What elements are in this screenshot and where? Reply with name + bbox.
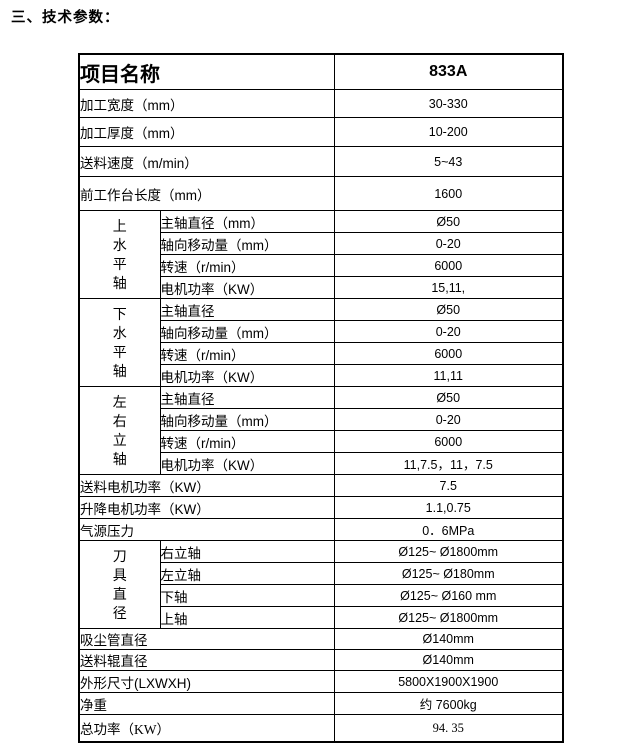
spec-value-cell: 5800X1900X1900 <box>333 670 564 693</box>
spec-label-cell: 轴向移动量（mm） <box>159 408 335 431</box>
section-name: 下水平轴 <box>112 305 127 379</box>
spec-label-cell: 轴向移动量（mm） <box>159 320 335 343</box>
table-row: 刀具直径 右立轴 Ø125~ Ø1800mm <box>78 540 564 629</box>
section-name: 刀具直径 <box>112 547 127 621</box>
header-model-cell: 833A <box>333 53 564 90</box>
spec-label-cell: 送料辊直径 <box>78 649 335 671</box>
spec-table: 项目名称 833A 加工宽度（mm） 30-330 加工厚度（mm） 10-20… <box>78 53 564 743</box>
spec-value-cell: 0-20 <box>333 232 564 255</box>
spec-label-cell: 转速（r/min） <box>159 254 335 277</box>
spec-label-cell: 轴向移动量（mm） <box>159 232 335 255</box>
spec-value-cell: 1600 <box>333 176 564 211</box>
spec-value-cell: Ø125~ Ø160 mm <box>333 584 564 607</box>
spec-label-cell: 送料电机功率（KW） <box>78 474 335 497</box>
spec-value-cell: 6000 <box>333 430 564 453</box>
table-row: 转速（r/min） 6000 <box>79 430 564 453</box>
section-lower-horizontal-spindle-cell: 下水平轴 <box>78 298 161 387</box>
spec-label-cell: 总功率（KW） <box>78 714 335 743</box>
spec-value-cell: 6000 <box>333 342 564 365</box>
spec-value-cell: 0-20 <box>333 320 564 343</box>
table-row: 送料辊直径 Ø140mm <box>78 649 564 671</box>
section-name: 上水平轴 <box>112 217 127 291</box>
table-header-row: 项目名称 833A <box>78 53 564 90</box>
table-row: 送料电机功率（KW） 7.5 <box>78 474 564 497</box>
table-row: 气源压力 0．6MPa <box>78 518 564 541</box>
spec-value-cell: 7.5 <box>333 474 564 497</box>
spec-value-cell: Ø50 <box>333 210 564 233</box>
table-row: 升降电机功率（KW） 1.1,0.75 <box>78 496 564 519</box>
spec-label-cell: 下轴 <box>159 584 335 607</box>
spec-label-cell: 转速（r/min） <box>159 342 335 365</box>
section-name: 左右立轴 <box>112 393 127 467</box>
table-row: 电机功率（KW） 11,7.5，11，7.5 <box>79 452 564 475</box>
spec-value-cell: 1.1,0.75 <box>333 496 564 519</box>
spec-label-cell: 电机功率（KW） <box>159 452 335 475</box>
table-row: 送料速度（m/min） 5~43 <box>78 146 564 177</box>
spec-value-cell: Ø50 <box>333 386 564 409</box>
spec-label-cell: 左立轴 <box>159 562 335 585</box>
table-row: 加工宽度（mm） 30-330 <box>78 89 564 118</box>
section-upper-horizontal-spindle-cell: 上水平轴 <box>78 210 161 299</box>
spec-value-cell: 0．6MPa <box>333 518 564 541</box>
section-left-right-vertical-spindle-cell: 左右立轴 <box>78 386 161 475</box>
section-cutter-diameter-cell: 刀具直径 <box>78 540 161 629</box>
spec-label-cell: 转速（r/min） <box>159 430 335 453</box>
spec-label-cell: 加工宽度（mm） <box>78 89 335 118</box>
spec-label-cell: 气源压力 <box>78 518 335 541</box>
spec-label-cell: 上轴 <box>159 606 335 629</box>
page-title: 三、技术参数： <box>11 10 120 26</box>
spec-value-cell: 约 7600kg <box>333 692 564 715</box>
spec-value-cell: 15,11, <box>333 276 564 299</box>
table-row: 前工作台长度（mm） 1600 <box>78 176 564 211</box>
table-row: 吸尘管直径 Ø140mm <box>78 628 564 650</box>
spec-value-cell: 94. 35 <box>333 714 564 743</box>
spec-label-cell: 吸尘管直径 <box>78 628 335 650</box>
table-row: 总功率（KW） 94. 35 <box>78 714 564 743</box>
table-row: 轴向移动量（mm） 0-20 <box>79 408 564 431</box>
table-row: 加工厚度（mm） 10-200 <box>78 117 564 147</box>
spec-value-cell: Ø125~ Ø1800mm <box>333 606 564 629</box>
table-row: 下水平轴 主轴直径 Ø50 <box>78 298 564 387</box>
spec-label-cell: 右立轴 <box>159 540 335 563</box>
spec-label-cell: 电机功率（KW） <box>159 276 335 299</box>
spec-value-cell: 0-20 <box>333 408 564 431</box>
spec-value-cell: Ø140mm <box>333 649 564 671</box>
table-row: 左右立轴 主轴直径 Ø50 <box>78 386 564 475</box>
table-row: 转速（r/min） 6000 <box>79 342 564 365</box>
table-row: 左立轴 Ø125~ Ø180mm <box>79 562 564 585</box>
spec-value-cell: 6000 <box>333 254 564 277</box>
table-row: 上水平轴 主轴直径（mm） Ø50 <box>78 210 564 299</box>
spec-value-cell: 10-200 <box>333 117 564 147</box>
spec-value-cell: 11,7.5，11，7.5 <box>333 452 564 475</box>
spec-value-cell: Ø50 <box>333 298 564 321</box>
spec-label-cell: 外形尺寸(LXWXH) <box>78 670 335 693</box>
table-row: 外形尺寸(LXWXH) 5800X1900X1900 <box>78 670 564 693</box>
table-row: 净重 约 7600kg <box>78 692 564 715</box>
table-row: 电机功率（KW） 15,11, <box>79 276 564 299</box>
spec-label-cell: 主轴直径 <box>159 298 335 321</box>
spec-label-cell: 送料速度（m/min） <box>78 146 335 177</box>
spec-label-cell: 主轴直径（mm） <box>159 210 335 233</box>
spec-label-cell: 电机功率（KW） <box>159 364 335 387</box>
spec-label-cell: 升降电机功率（KW） <box>78 496 335 519</box>
spec-value-cell: Ø125~ Ø180mm <box>333 562 564 585</box>
spec-value-cell: Ø125~ Ø1800mm <box>333 540 564 563</box>
table-row: 下轴 Ø125~ Ø160 mm <box>79 584 564 607</box>
spec-label-cell: 主轴直径 <box>159 386 335 409</box>
spec-value-cell: 11,11 <box>333 364 564 387</box>
spec-label-cell: 加工厚度（mm） <box>78 117 335 147</box>
spec-value-cell: Ø140mm <box>333 628 564 650</box>
spec-label-cell: 净重 <box>78 692 335 715</box>
spec-value-cell: 30-330 <box>333 89 564 118</box>
spec-label-cell: 前工作台长度（mm） <box>78 176 335 211</box>
spec-value-cell: 5~43 <box>333 146 564 177</box>
header-name-cell: 项目名称 <box>78 53 335 90</box>
